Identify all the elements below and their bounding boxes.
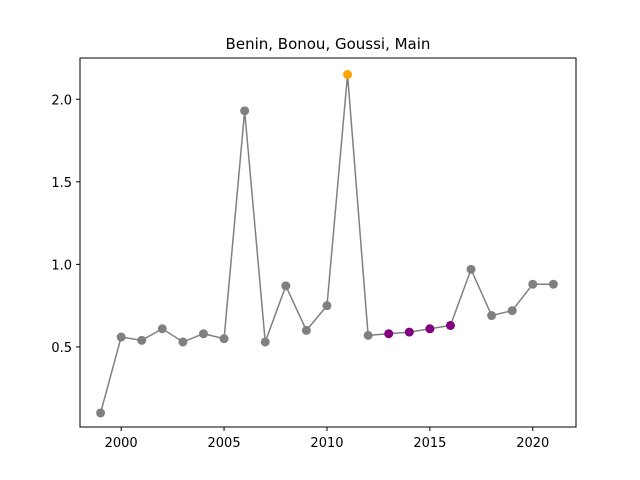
x-axis: 2000 2005 2010 2015 2020: [105, 427, 549, 451]
x-tick-label-2000: 2000: [105, 436, 138, 451]
x-tick-label-2010: 2010: [310, 436, 343, 451]
data-point-2019: [507, 306, 517, 316]
data-point-1999: [96, 408, 106, 418]
data-point-2007: [260, 337, 270, 347]
data-point-2006: [240, 106, 250, 116]
data-point-2011: [343, 70, 353, 80]
data-point-2010: [322, 301, 332, 311]
x-tick-label-2015: 2015: [413, 436, 446, 451]
data-point-2003: [178, 337, 188, 347]
data-point-2000: [116, 332, 126, 342]
data-point-2018: [487, 311, 497, 321]
data-point-2002: [157, 324, 167, 334]
data-point-2017: [466, 264, 476, 274]
y-tick-label-1: 1.0: [51, 258, 72, 273]
y-tick-label-1.5: 1.5: [51, 176, 72, 191]
data-point-2013: [384, 329, 394, 339]
series-line-segment-2: [368, 267, 554, 337]
data-point-2014: [404, 327, 414, 337]
data-point-2008: [281, 281, 291, 291]
data-point-2021: [548, 279, 558, 289]
data-point-2009: [301, 325, 311, 335]
data-point-2001: [137, 335, 147, 345]
data-point-2004: [198, 329, 208, 339]
data-points: [96, 70, 558, 418]
y-tick-label-2: 2.0: [51, 93, 72, 108]
data-point-2020: [528, 279, 538, 289]
data-point-2015: [425, 324, 435, 334]
y-tick-label-0.5: 0.5: [51, 341, 72, 356]
y-axis: 0.5 1.0 1.5 2.0: [51, 93, 80, 356]
x-tick-label-2020: 2020: [516, 436, 549, 451]
x-tick-label-2005: 2005: [208, 436, 241, 451]
chart-title: Benin, Bonou, Goussi, Main: [226, 35, 431, 53]
data-point-2016: [445, 320, 455, 330]
data-point-2005: [219, 334, 229, 344]
plot-frame: [79, 57, 577, 428]
data-point-2012: [363, 330, 373, 340]
